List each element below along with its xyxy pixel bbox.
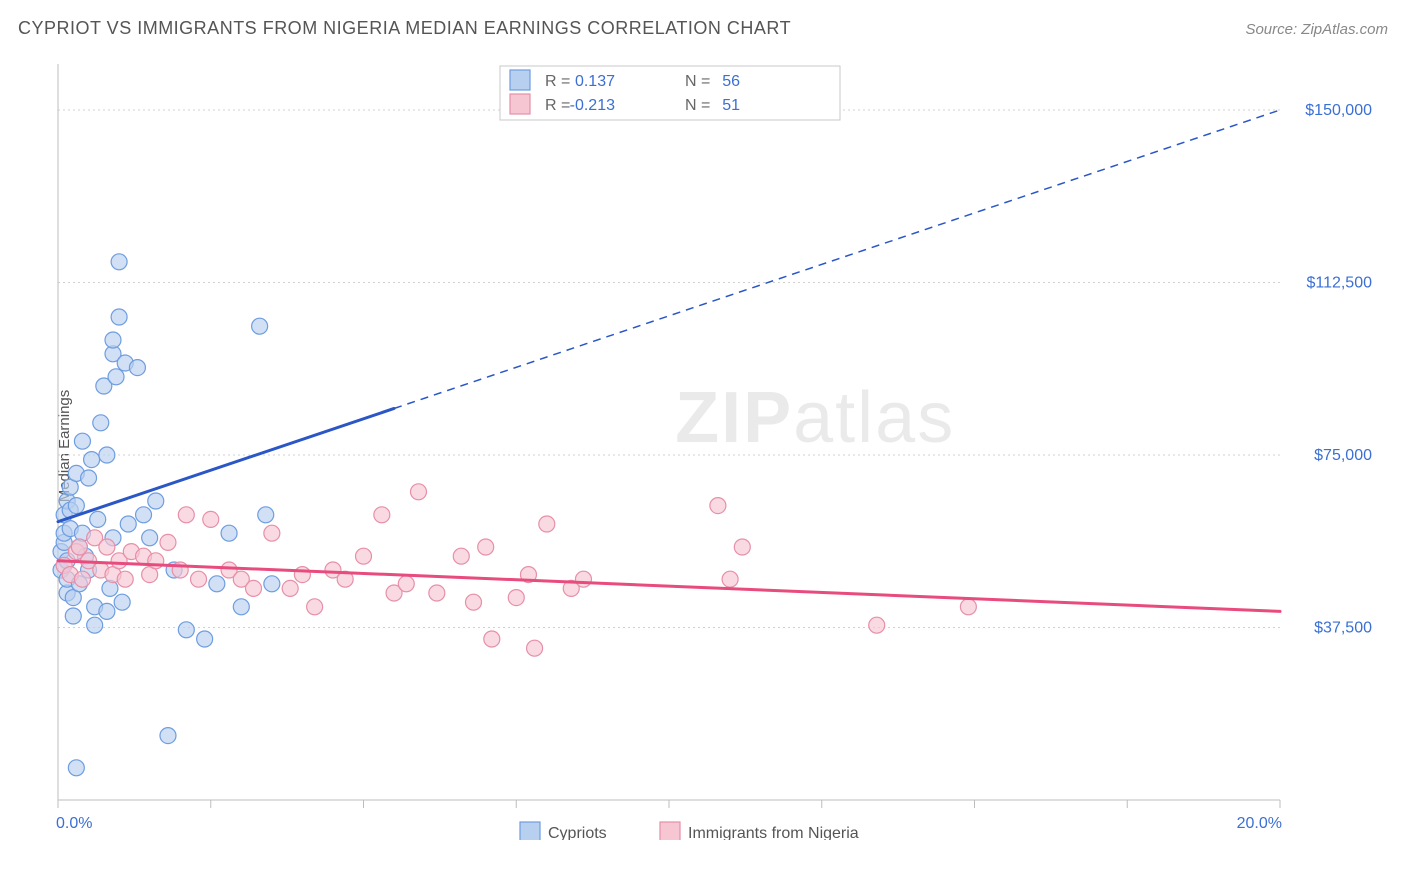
y-tick-label: $112,500 (1306, 275, 1372, 292)
chart-title: CYPRIOT VS IMMIGRANTS FROM NIGERIA MEDIA… (18, 18, 791, 39)
data-point (508, 590, 524, 606)
data-point (120, 516, 136, 532)
data-point (74, 433, 90, 449)
data-point (356, 548, 372, 564)
x-tick-label: 20.0% (1237, 815, 1282, 832)
data-point (264, 576, 280, 592)
series-0 (53, 254, 280, 776)
data-point (117, 571, 133, 587)
data-point (142, 530, 158, 546)
data-point (84, 452, 100, 468)
stat-n-value: 56 (722, 73, 740, 90)
data-point (722, 571, 738, 587)
data-point (484, 631, 500, 647)
data-point (527, 640, 543, 656)
data-point (307, 599, 323, 615)
y-tick-label: $37,500 (1314, 620, 1372, 637)
data-point (221, 525, 237, 541)
data-point (246, 580, 262, 596)
data-point (478, 539, 494, 555)
data-point (398, 576, 414, 592)
legend-swatch (510, 70, 530, 90)
data-point (160, 728, 176, 744)
data-point (203, 511, 219, 527)
source-attribution: Source: ZipAtlas.com (1245, 21, 1388, 38)
legend-swatch (510, 94, 530, 114)
data-point (90, 511, 106, 527)
data-point (111, 309, 127, 325)
data-point (209, 576, 225, 592)
data-point (160, 534, 176, 550)
stat-n-label: N = (685, 97, 710, 114)
data-point (258, 507, 274, 523)
x-tick-label: 0.0% (56, 815, 92, 832)
scatter-chart: $37,500 $75,000 $112,500 $150,000 0.0% 20.0% Z… (50, 60, 1380, 840)
data-point (68, 760, 84, 776)
stat-r-value: 0.137 (575, 73, 615, 90)
stat-r-label: R = (545, 73, 570, 90)
data-point (99, 539, 115, 555)
chart-area: $37,500 $75,000 $112,500 $150,000 0.0% 20.0% Z… (50, 60, 1380, 840)
data-point (114, 594, 130, 610)
data-point (575, 571, 591, 587)
data-point (374, 507, 390, 523)
data-point (99, 447, 115, 463)
legend-swatch (660, 822, 680, 840)
data-point (65, 608, 81, 624)
data-point (191, 571, 207, 587)
trend-line-extrapolated (394, 110, 1280, 408)
data-point (252, 318, 268, 334)
data-point (81, 470, 97, 486)
data-point (233, 599, 249, 615)
data-point (129, 360, 145, 376)
data-point (99, 603, 115, 619)
data-point (105, 332, 121, 348)
data-point (148, 493, 164, 509)
data-point (197, 631, 213, 647)
data-point (465, 594, 481, 610)
data-point (93, 415, 109, 431)
stat-r-value: -0.213 (570, 97, 615, 114)
stat-n-label: N = (685, 73, 710, 90)
data-point (178, 622, 194, 638)
data-point (294, 567, 310, 583)
legend-label: Cypriots (548, 825, 607, 840)
data-point (453, 548, 469, 564)
data-point (87, 617, 103, 633)
stat-n-value: 51 (722, 97, 740, 114)
data-point (410, 484, 426, 500)
data-point (734, 539, 750, 555)
data-point (539, 516, 555, 532)
watermark: ZIPatlas (675, 378, 955, 458)
data-point (960, 599, 976, 615)
data-point (710, 498, 726, 514)
data-point (429, 585, 445, 601)
data-point (111, 254, 127, 270)
data-point (264, 525, 280, 541)
data-point (74, 571, 90, 587)
y-tick-label: $75,000 (1314, 447, 1372, 464)
data-point (136, 507, 152, 523)
data-point (282, 580, 298, 596)
legend-label: Immigrants from Nigeria (688, 825, 859, 840)
data-point (178, 507, 194, 523)
data-point (869, 617, 885, 633)
y-tick-label: $150,000 (1305, 102, 1372, 119)
header: CYPRIOT VS IMMIGRANTS FROM NIGERIA MEDIA… (18, 18, 1388, 39)
data-point (71, 539, 87, 555)
legend-swatch (520, 822, 540, 840)
data-point (68, 498, 84, 514)
data-point (108, 369, 124, 385)
stat-r-label: R = (545, 97, 570, 114)
